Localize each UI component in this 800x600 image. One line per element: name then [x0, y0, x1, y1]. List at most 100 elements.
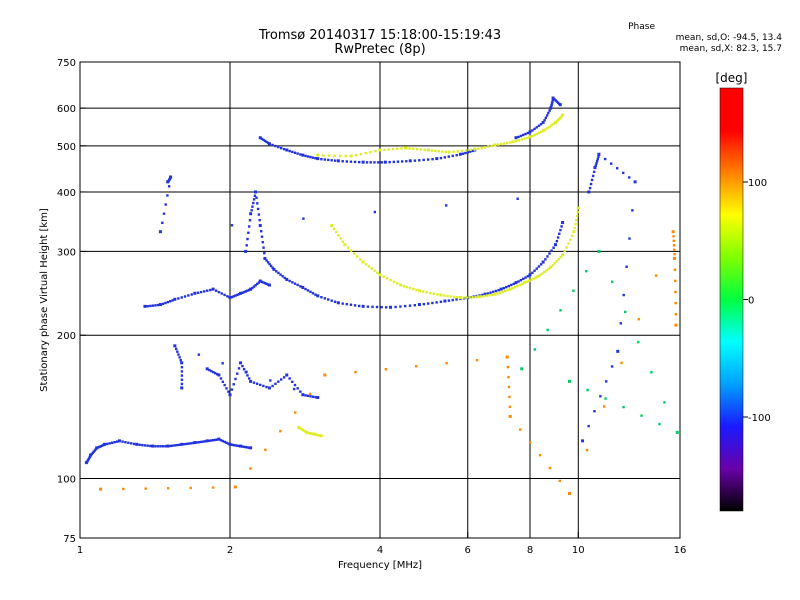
data-point: [557, 257, 560, 261]
data-point: [536, 274, 540, 278]
data-point: [352, 252, 356, 255]
data-point: [144, 487, 147, 490]
data-point: [415, 147, 419, 151]
data-point: [237, 292, 241, 296]
data-point: [228, 442, 232, 446]
data-point: [241, 291, 244, 294]
data-point: [100, 444, 104, 447]
data-point: [561, 221, 565, 225]
data-point: [161, 221, 164, 224]
data-point: [417, 289, 421, 293]
data-point: [180, 442, 184, 446]
data-point: [261, 240, 264, 244]
data-point: [447, 150, 451, 154]
data-point: [469, 148, 472, 152]
data-point: [507, 284, 510, 288]
data-point: [519, 278, 523, 282]
y-tick-label: 400: [57, 188, 76, 199]
data-point: [408, 304, 412, 307]
data-point: [539, 263, 543, 266]
data-point: [399, 283, 403, 287]
data-points: [84, 96, 679, 496]
data-point: [550, 103, 553, 107]
data-point: [485, 294, 488, 297]
data-point: [425, 291, 429, 294]
data-point: [528, 273, 532, 277]
data-point: [405, 285, 409, 289]
data-point: [597, 152, 601, 156]
data-point: [356, 255, 359, 258]
data-point: [517, 139, 521, 142]
phase-colorbar: [719, 87, 744, 512]
data-point: [234, 444, 237, 447]
data-point: [597, 249, 601, 253]
data-point: [265, 385, 268, 389]
data-point: [309, 155, 312, 159]
data-point: [267, 142, 271, 146]
data-point: [249, 467, 252, 470]
data-point: [193, 441, 197, 445]
colorbar-tick-label: 0: [748, 296, 754, 307]
data-point: [481, 293, 484, 297]
data-point: [306, 155, 310, 158]
data-point: [516, 197, 519, 200]
data-point: [149, 304, 152, 308]
data-point: [349, 249, 353, 252]
data-point: [180, 374, 184, 377]
data-point: [556, 236, 560, 239]
data-point: [336, 301, 340, 305]
data-point: [245, 244, 248, 247]
data-point: [533, 348, 536, 351]
data-point: [373, 161, 376, 164]
data-point: [246, 374, 249, 377]
data-point: [531, 134, 534, 138]
data-point: [482, 294, 486, 298]
data-point: [456, 296, 459, 299]
x-tick-label: 4: [377, 545, 383, 556]
data-point: [166, 487, 170, 490]
data-point: [637, 317, 640, 321]
data-point: [293, 151, 297, 154]
data-point: [455, 298, 458, 301]
data-point: [110, 441, 114, 444]
data-point: [244, 290, 247, 293]
data-point: [422, 302, 426, 306]
data-point: [431, 301, 434, 305]
data-point: [546, 126, 549, 130]
data-point: [316, 294, 320, 298]
data-point: [277, 271, 280, 275]
data-point: [213, 438, 217, 442]
data-point: [517, 135, 520, 139]
data-point: [230, 224, 234, 227]
data-point: [559, 228, 562, 232]
data-point: [502, 287, 505, 290]
data-point: [673, 268, 677, 271]
data-point: [546, 328, 549, 332]
data-point: [322, 154, 325, 157]
data-point: [274, 382, 277, 386]
data-point: [548, 109, 551, 112]
data-point: [539, 273, 542, 277]
data-point: [247, 231, 250, 234]
data-point: [217, 290, 221, 294]
data-point: [237, 367, 241, 370]
data-point: [309, 290, 312, 294]
data-point: [545, 114, 549, 117]
data-point: [164, 445, 167, 448]
data-point: [461, 152, 465, 155]
data-point: [544, 128, 547, 131]
data-point: [87, 457, 90, 461]
data-point: [444, 150, 447, 154]
data-point: [388, 160, 391, 164]
y-tick-label: 750: [57, 58, 76, 69]
data-point: [506, 288, 510, 292]
data-point: [376, 271, 379, 275]
data-point: [210, 369, 213, 373]
data-point: [455, 153, 458, 157]
data-point: [239, 291, 243, 295]
data-point: [616, 349, 620, 353]
data-point: [259, 383, 262, 387]
data-point: [622, 171, 625, 175]
data-point: [191, 441, 195, 445]
data-point: [537, 131, 541, 135]
